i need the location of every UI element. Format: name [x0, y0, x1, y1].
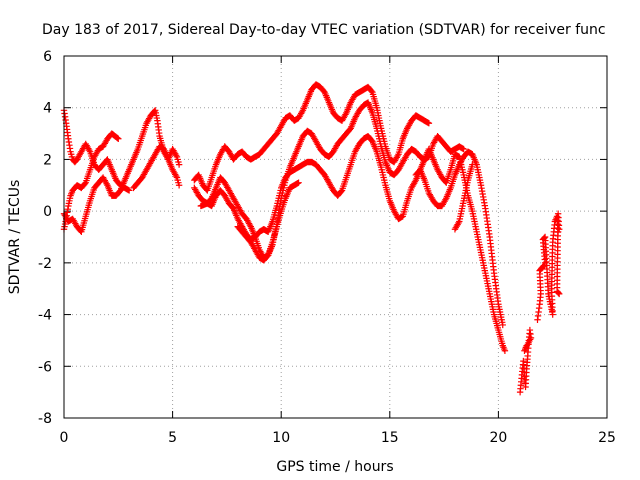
grid-lines: [64, 56, 607, 418]
series-satellite-track-3: [60, 107, 183, 236]
series-satellite-track-12: [534, 210, 563, 323]
series-satellite-track-2: [60, 130, 122, 233]
data-point: [469, 161, 476, 168]
series-satellite-track-5: [191, 81, 433, 194]
y-axis-label: SDTVAR / TECUs: [7, 180, 23, 295]
x-tick-label: 0: [60, 430, 69, 446]
y-tick-label: 0: [43, 204, 52, 220]
series-satellite-track-10: [451, 161, 476, 233]
data-point: [77, 227, 84, 234]
data-point: [460, 145, 467, 153]
y-tick-label: -4: [38, 308, 52, 324]
x-axis-label: GPS time / hours: [276, 459, 393, 475]
data-point: [556, 290, 563, 298]
data-point: [114, 134, 121, 142]
data-point: [175, 161, 183, 168]
data-point: [523, 342, 530, 349]
series-satellite-track-9: [412, 148, 506, 329]
data-point: [368, 87, 375, 95]
x-tick-label: 25: [598, 430, 616, 446]
data-point: [295, 179, 302, 186]
y-tick-label: -8: [38, 411, 52, 427]
x-tick-label: 5: [168, 430, 177, 446]
x-tick-label: 10: [272, 430, 290, 446]
data-point: [425, 120, 433, 127]
y-tick-label: 6: [43, 49, 52, 65]
axis-ticks: [63, 55, 608, 419]
data-point: [125, 187, 133, 194]
x-tick-label: 20: [489, 430, 507, 446]
chart-title: Day 183 of 2017, Sidereal Day-to-day VTE…: [42, 22, 606, 38]
y-tick-labels: -8 -6 -4 -2 0 2 4 6: [38, 49, 52, 427]
series-satellite-track-8: [234, 179, 302, 264]
data-point: [501, 347, 509, 354]
series-satellite-track-11: [516, 326, 535, 396]
x-tick-label: 15: [381, 430, 399, 446]
data-point: [175, 182, 183, 189]
data-point: [115, 135, 122, 142]
series-satellite-track-4: [130, 143, 183, 192]
y-tick-label: -2: [38, 256, 52, 272]
plot-frame: [63, 55, 608, 419]
y-tick-label: 2: [43, 152, 52, 168]
x-tick-labels: 0 5 10 15 20 25: [60, 430, 616, 446]
data-point: [555, 289, 562, 297]
y-tick-label: -6: [38, 359, 52, 375]
data-point: [499, 321, 506, 329]
data-points: [60, 81, 563, 396]
series-satellite-track-1: [60, 107, 133, 194]
y-tick-label: 4: [43, 101, 52, 117]
data-point: [540, 263, 547, 270]
